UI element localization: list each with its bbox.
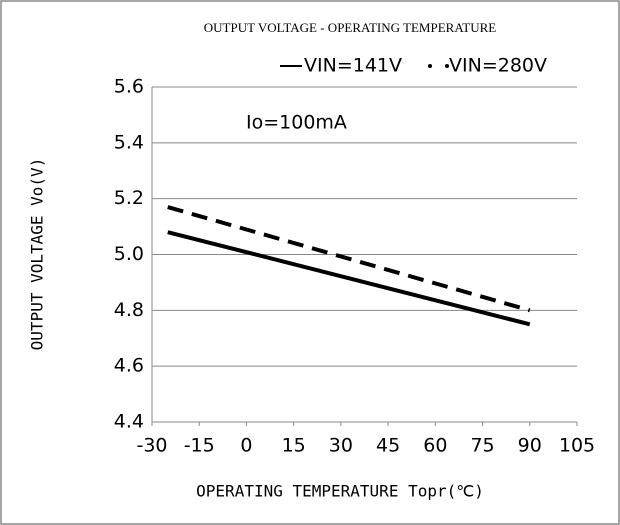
y-tick-label: 5.4 <box>114 131 144 153</box>
y-tick-label: 4.6 <box>114 355 144 377</box>
y-axis-label: OUTPUT VOLTAGE Vo(V) <box>28 158 47 351</box>
legend-swatch <box>428 64 432 68</box>
x-tick-label: 45 <box>376 435 400 457</box>
y-tick-label: 5.0 <box>114 243 144 265</box>
x-tick-label: 75 <box>470 435 494 457</box>
x-tick-label: -15 <box>184 435 215 457</box>
x-tick-label: 90 <box>518 435 542 457</box>
x-tick-label: 30 <box>329 435 353 457</box>
series-line <box>167 230 531 327</box>
y-tick-label: 5.2 <box>114 187 144 209</box>
legend-swatch <box>445 64 449 68</box>
y-tick-label: 4.8 <box>114 299 144 321</box>
x-tick-label: 15 <box>282 435 306 457</box>
y-tick-label: 5.6 <box>114 76 144 98</box>
x-tick-label: 0 <box>240 435 252 457</box>
legend-label: VIN=141V <box>304 55 402 77</box>
x-tick-label: 60 <box>423 435 447 457</box>
chart-title: OUTPUT VOLTAGE - OPERATING TEMPERATURE <box>204 20 496 35</box>
x-tick-label: -30 <box>136 435 167 457</box>
x-axis-label: OPERATING TEMPERATURE Topr(℃) <box>196 482 484 501</box>
x-tick-label: 105 <box>559 435 595 457</box>
annotation: Io=100mA <box>246 112 347 134</box>
legend-label: VIN=280V <box>449 55 547 77</box>
y-tick-label: 4.4 <box>114 411 144 433</box>
series-line <box>167 205 531 313</box>
